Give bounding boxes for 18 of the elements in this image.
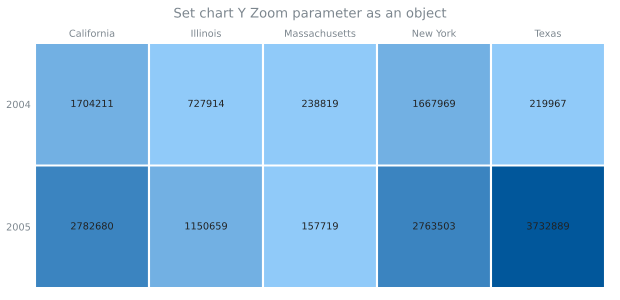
x-tick-label: Illinois bbox=[192, 29, 221, 37]
x-tick-label: Texas bbox=[534, 30, 561, 37]
data-label: 727914 bbox=[188, 100, 224, 108]
data-label: 3732889 bbox=[527, 222, 569, 230]
data-label: 238819 bbox=[302, 100, 338, 108]
y-tick-label: 2004 bbox=[6, 100, 30, 108]
data-label: 1150659 bbox=[185, 222, 227, 230]
data-label: 2782680 bbox=[71, 222, 114, 230]
chart-title: Set chart Y Zoom parameter as an object bbox=[174, 8, 446, 20]
x-tick-label: California bbox=[69, 29, 114, 37]
x-tick-label: Massachusetts bbox=[285, 29, 356, 37]
x-tick-label: New York bbox=[412, 29, 456, 37]
data-label: 2763503 bbox=[413, 222, 455, 230]
data-label: 1667969 bbox=[413, 100, 455, 108]
data-label: 219967 bbox=[530, 100, 566, 108]
y-tick-label: 2005 bbox=[6, 223, 30, 231]
data-label: 157719 bbox=[302, 222, 338, 230]
data-label: 1704211 bbox=[71, 100, 113, 108]
